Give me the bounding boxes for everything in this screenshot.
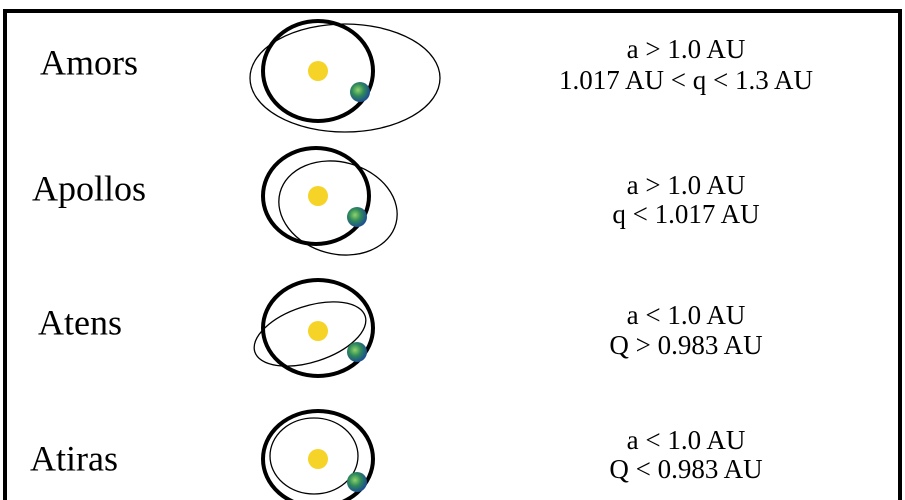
group-name: Atens (38, 302, 122, 342)
diagram: Amors a > 1.0 AU 1.017 AU < q < 1.3 AU A… (0, 0, 905, 500)
criterion: 1.017 AU < q < 1.3 AU (559, 65, 813, 95)
earth (347, 472, 367, 492)
criterion: Q < 0.983 AU (609, 454, 762, 484)
group-apollos: Apollos a > 1.0 AU q < 1.017 AU (32, 148, 760, 268)
group-name: Atiras (30, 438, 118, 478)
criterion: Q > 0.983 AU (609, 330, 762, 360)
criterion: a > 1.0 AU (627, 34, 746, 64)
asteroid-orbit (268, 148, 408, 268)
sun (308, 61, 328, 81)
criterion: a < 1.0 AU (627, 425, 746, 455)
group-amors: Amors a > 1.0 AU 1.017 AU < q < 1.3 AU (40, 21, 813, 132)
earth (347, 207, 367, 227)
earth (347, 342, 367, 362)
sun (308, 186, 328, 206)
earth (350, 82, 370, 102)
group-atiras: Atiras a < 1.0 AU Q < 0.983 AU (30, 411, 763, 500)
criterion: a < 1.0 AU (627, 300, 746, 330)
sun (308, 449, 328, 469)
group-name: Amors (40, 42, 138, 82)
criterion: a > 1.0 AU (627, 170, 746, 200)
group-name: Apollos (32, 168, 146, 208)
criterion: q < 1.017 AU (612, 199, 759, 229)
sun (308, 321, 328, 341)
group-atens: Atens a < 1.0 AU Q > 0.983 AU (38, 280, 763, 379)
